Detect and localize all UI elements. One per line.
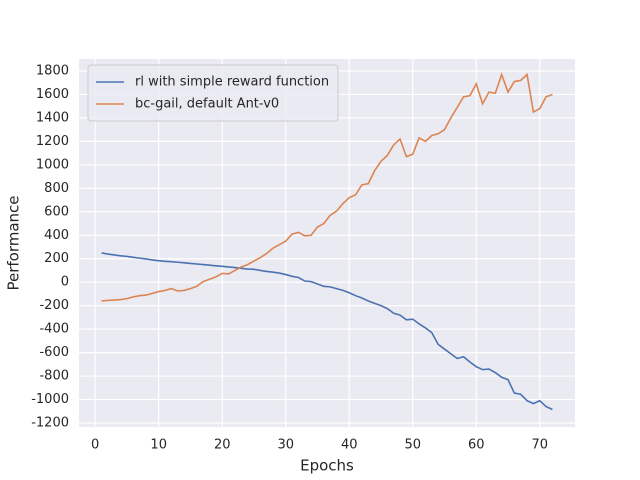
x-tick-label: 70 xyxy=(531,438,548,453)
y-tick-label: 400 xyxy=(44,228,69,243)
y-tick-label: -200 xyxy=(39,298,69,313)
y-tick-label: 600 xyxy=(44,204,69,219)
x-tick-label: 10 xyxy=(150,438,167,453)
y-tick-label: 200 xyxy=(44,251,69,266)
line-series xyxy=(101,72,553,302)
y-tick-label: 0 xyxy=(61,275,69,290)
y-tick-label: -800 xyxy=(39,369,69,384)
y-tick-label: -1200 xyxy=(31,416,69,431)
x-axis-label: Epochs xyxy=(300,457,354,475)
y-tick-label: -400 xyxy=(39,322,69,337)
y-tick-label: 1600 xyxy=(36,87,69,102)
legend-label: rl with simple reward function xyxy=(135,75,329,90)
y-tick-label: -600 xyxy=(39,345,69,360)
y-tick-label: 800 xyxy=(44,181,69,196)
x-tick-label: 60 xyxy=(468,438,485,453)
x-tick-label: 0 xyxy=(91,438,99,453)
line-series xyxy=(101,252,553,411)
x-tick-label: 50 xyxy=(404,438,421,453)
x-tick-label: 40 xyxy=(341,438,358,453)
y-tick-label: 1400 xyxy=(36,110,69,125)
y-axis-label: Performance xyxy=(5,195,23,290)
legend-box xyxy=(87,64,339,122)
y-tick-label: 1000 xyxy=(36,157,69,172)
x-tick-label: 20 xyxy=(214,438,231,453)
y-tick-label: 1200 xyxy=(36,134,69,149)
x-tick-label: 30 xyxy=(277,438,294,453)
legend-label: bc-gail, default Ant-v0 xyxy=(135,97,279,112)
y-tick-label: 1800 xyxy=(36,63,69,78)
y-tick-label: -1000 xyxy=(31,392,69,407)
